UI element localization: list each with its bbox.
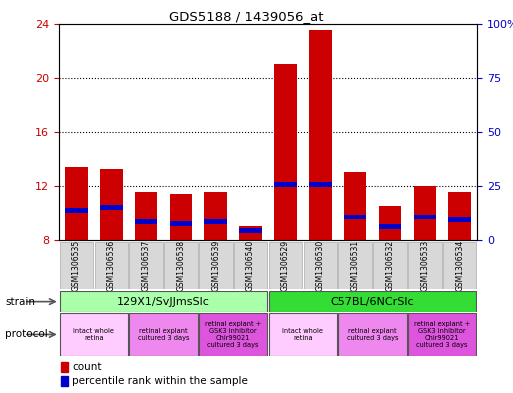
Text: GSM1306530: GSM1306530 xyxy=(316,240,325,291)
Bar xyxy=(135,193,157,240)
Bar xyxy=(269,291,477,312)
Bar xyxy=(274,64,297,240)
Bar xyxy=(135,219,157,224)
Bar xyxy=(61,362,68,372)
Bar xyxy=(65,167,88,240)
Text: retinal explant +
GSK3 inhibitor
Chir99021
cultured 3 days: retinal explant + GSK3 inhibitor Chir990… xyxy=(205,321,261,348)
Bar xyxy=(274,182,297,187)
Text: protocol: protocol xyxy=(5,329,48,340)
Bar xyxy=(379,206,401,240)
Text: GSM1306536: GSM1306536 xyxy=(107,240,116,291)
Bar xyxy=(408,313,477,356)
Bar xyxy=(408,242,442,289)
Bar xyxy=(94,242,128,289)
Text: GSM1306529: GSM1306529 xyxy=(281,240,290,291)
Bar xyxy=(199,313,267,356)
Text: GSM1306534: GSM1306534 xyxy=(455,240,464,291)
Text: GSM1306539: GSM1306539 xyxy=(211,240,220,291)
Text: GSM1306532: GSM1306532 xyxy=(385,240,394,291)
Bar xyxy=(344,215,366,219)
Bar xyxy=(60,291,267,312)
Text: GSM1306535: GSM1306535 xyxy=(72,240,81,291)
Bar xyxy=(164,242,198,289)
Bar xyxy=(205,193,227,240)
Bar xyxy=(100,169,123,240)
Bar xyxy=(304,242,337,289)
Bar xyxy=(129,313,198,356)
Bar xyxy=(269,313,337,356)
Bar xyxy=(448,193,471,240)
Bar xyxy=(309,30,331,240)
Text: GSM1306531: GSM1306531 xyxy=(351,240,360,291)
Bar xyxy=(199,242,232,289)
Bar xyxy=(344,172,366,240)
Bar xyxy=(379,224,401,229)
Bar xyxy=(413,215,436,219)
Text: GSM1306533: GSM1306533 xyxy=(420,240,429,291)
Bar xyxy=(205,219,227,224)
Text: intact whole
retina: intact whole retina xyxy=(282,328,323,341)
Bar xyxy=(239,226,262,240)
Bar xyxy=(309,182,331,187)
Bar xyxy=(339,313,407,356)
Bar xyxy=(413,185,436,240)
Bar xyxy=(373,242,407,289)
Text: C57BL/6NCrSlc: C57BL/6NCrSlc xyxy=(331,297,415,307)
Text: retinal explant
cultured 3 days: retinal explant cultured 3 days xyxy=(347,328,398,341)
Bar xyxy=(65,208,88,213)
Bar xyxy=(170,222,192,226)
Bar xyxy=(234,242,267,289)
Text: count: count xyxy=(72,362,102,372)
Bar xyxy=(170,194,192,240)
Text: retinal explant
cultured 3 days: retinal explant cultured 3 days xyxy=(138,328,189,341)
Text: GSM1306538: GSM1306538 xyxy=(176,240,185,291)
Bar xyxy=(60,242,93,289)
Text: GDS5188 / 1439056_at: GDS5188 / 1439056_at xyxy=(169,10,324,23)
Bar xyxy=(60,313,128,356)
Bar xyxy=(239,228,262,233)
Bar xyxy=(100,205,123,210)
Bar xyxy=(443,242,477,289)
Bar xyxy=(61,376,68,386)
Bar xyxy=(129,242,163,289)
Text: intact whole
retina: intact whole retina xyxy=(73,328,114,341)
Text: GSM1306537: GSM1306537 xyxy=(142,240,151,291)
Text: GSM1306540: GSM1306540 xyxy=(246,240,255,291)
Text: strain: strain xyxy=(5,297,35,307)
Text: 129X1/SvJJmsSlc: 129X1/SvJJmsSlc xyxy=(117,297,210,307)
Bar xyxy=(448,217,471,222)
Bar xyxy=(339,242,372,289)
Text: retinal explant +
GSK3 inhibitor
Chir99021
cultured 3 days: retinal explant + GSK3 inhibitor Chir990… xyxy=(414,321,470,348)
Bar xyxy=(269,242,302,289)
Text: percentile rank within the sample: percentile rank within the sample xyxy=(72,376,248,386)
